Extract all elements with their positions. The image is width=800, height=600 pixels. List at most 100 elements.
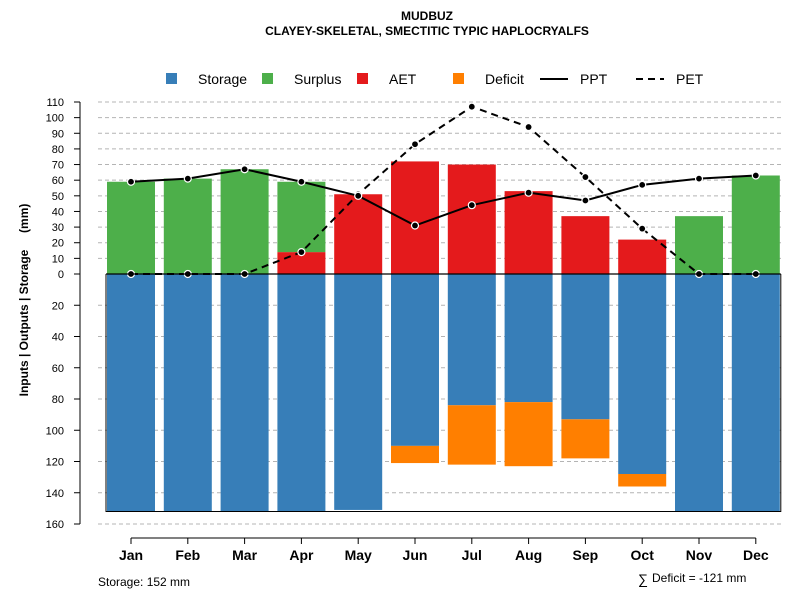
legend-label-pet: PET: [676, 71, 704, 87]
x-tick-label-aug: Aug: [515, 547, 542, 563]
surplus-bar-feb: [163, 178, 212, 274]
pet-point-oct: [638, 224, 647, 233]
aet-bar-aug: [504, 191, 553, 274]
y-tick-label: 80: [52, 394, 64, 406]
pet-point-apr: [297, 248, 306, 257]
y-tick-label: 60: [52, 363, 64, 375]
x-tick-label-dec: Dec: [743, 547, 769, 563]
y-tick-label: 110: [46, 97, 64, 109]
storage-bar-dec: [731, 274, 780, 512]
ppt-point-aug: [524, 188, 533, 197]
ppt-point-jun: [410, 221, 420, 230]
storage-bar-sep: [561, 274, 610, 420]
legend-label-deficit: Deficit: [485, 71, 524, 87]
y-tick-label: 40: [52, 332, 64, 344]
ppt-line: [130, 168, 756, 227]
ppt-point-oct: [638, 180, 647, 189]
storage-bar-may: [334, 274, 383, 510]
deficit-bar-aug: [504, 402, 553, 467]
ppt-point-jul: [467, 201, 476, 210]
storage-bar-apr: [277, 274, 326, 512]
y-tick-label: 100: [46, 113, 64, 125]
y-tick-label: 70: [52, 160, 64, 172]
pet-point-aug: [524, 122, 533, 132]
deficit-bar-jun: [391, 445, 439, 464]
chart-title: MUDBUZ: [401, 9, 453, 23]
chart-subtitle: CLAYEY-SKELETAL, SMECTITIC TYPIC HAPLOCR…: [265, 24, 589, 38]
storage-capacity-outline: [105, 274, 782, 512]
pet-line: [131, 105, 756, 275]
legend-label-surplus: Surplus: [294, 71, 341, 87]
surplus-bar-apr: [277, 181, 326, 253]
deficit-bar-jul: [447, 405, 496, 465]
aet-bar-sep: [561, 216, 610, 274]
bars: [107, 161, 780, 512]
series-lines: [126, 102, 760, 279]
storage-bar-jan: [107, 274, 155, 512]
y-tick-label: 50: [52, 191, 64, 203]
y-tick-label: 30: [52, 222, 64, 234]
x-tick-label-may: May: [345, 547, 372, 563]
aet-bar-oct: [618, 239, 667, 274]
legend-label-ppt: PPT: [580, 71, 608, 87]
aet-bar-jul: [447, 164, 496, 274]
surplus-bar-nov: [675, 216, 723, 274]
y-axis-label: Inputs | Outputs | Storage (mm): [17, 204, 31, 397]
x-tick-label-oct: Oct: [631, 547, 655, 563]
storage-note: Storage: 152 mm: [98, 575, 190, 589]
y-tick-label: 90: [52, 128, 64, 140]
deficit-note: Deficit = -121 mm: [652, 571, 746, 585]
deficit-bar-oct: [618, 474, 667, 487]
ppt-point-may: [354, 191, 363, 200]
surplus-bar-dec: [731, 175, 780, 274]
y-tick-label: 120: [46, 457, 64, 469]
legend-swatch-aet: [357, 73, 368, 84]
pet-point-jul: [467, 102, 476, 111]
legend-swatch-surplus: [262, 73, 273, 84]
x-tick-label-jul: Jul: [462, 547, 482, 563]
deficit-bar-sep: [561, 419, 610, 459]
y-tick-label: 40: [52, 206, 64, 218]
y-tick-label: 60: [52, 175, 64, 187]
legend-label-storage: Storage: [198, 71, 247, 87]
storage-bar-oct: [618, 274, 667, 474]
ppt-point-mar: [240, 165, 249, 174]
ppt-point-sep: [581, 196, 590, 205]
x-tick-label-sep: Sep: [573, 547, 599, 563]
storage-bar-jul: [447, 274, 496, 406]
storage-bar-aug: [504, 274, 553, 403]
grid-lines: [98, 101, 784, 525]
x-tick-label-apr: Apr: [289, 547, 314, 563]
storage-bar-jun: [391, 274, 439, 446]
x-tick-label-mar: Mar: [232, 547, 257, 563]
surplus-bar-mar: [220, 169, 269, 274]
pet-point-sep: [581, 172, 590, 182]
storage-bar-mar: [220, 274, 269, 512]
y-tick-label: 100: [46, 425, 64, 437]
x-tick-label-feb: Feb: [175, 547, 200, 563]
aet-bar-may: [334, 194, 383, 274]
y-tick-label: 80: [52, 144, 64, 156]
x-tick-label-jun: Jun: [403, 547, 428, 563]
storage-bar-nov: [675, 274, 723, 512]
ppt-point-apr: [297, 177, 306, 186]
ppt-point-feb: [183, 174, 192, 183]
y-tick-label: 20: [52, 300, 64, 312]
y-tick-label: 140: [46, 488, 64, 500]
x-tick-label-jan: Jan: [119, 547, 143, 563]
ppt-point-dec: [751, 171, 760, 180]
ppt-point-nov: [694, 174, 704, 183]
ppt-point-jan: [126, 177, 136, 186]
surplus-bar-jan: [107, 181, 155, 274]
legend-swatch-storage: [166, 73, 177, 84]
legend-label-aet: AET: [389, 71, 417, 87]
storage-bar-feb: [163, 274, 212, 512]
y-tick-label: 160: [46, 519, 64, 531]
deficit-sum-symbol: ∑: [638, 571, 648, 587]
y-tick-label: 10: [52, 253, 64, 265]
y-tick-label: 20: [52, 238, 64, 250]
y-tick-label: 0: [58, 269, 64, 281]
axes: 0 10 20 30 40 50 60 70 80 90 100 110 20 40 60 80 100 120 1…: [46, 97, 782, 563]
x-tick-label-nov: Nov: [686, 547, 713, 563]
